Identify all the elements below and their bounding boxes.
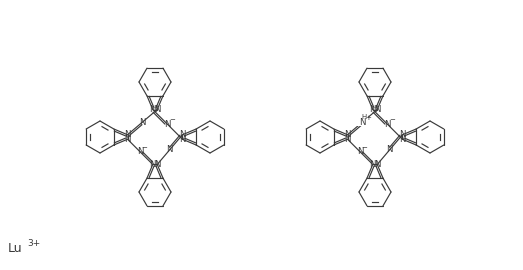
Text: N: N xyxy=(374,160,381,169)
Text: N: N xyxy=(154,160,161,169)
Text: N: N xyxy=(164,120,171,129)
Text: N: N xyxy=(386,145,393,154)
Text: N: N xyxy=(167,145,173,154)
Text: N: N xyxy=(344,135,351,144)
Text: N: N xyxy=(154,105,161,114)
Text: −: − xyxy=(389,117,395,123)
Text: N: N xyxy=(359,118,366,127)
Text: N: N xyxy=(399,135,406,144)
Text: N: N xyxy=(150,160,156,169)
Text: Lu: Lu xyxy=(8,241,22,255)
Bar xyxy=(356,117,368,126)
Text: N: N xyxy=(137,147,143,156)
Text: N: N xyxy=(384,120,391,129)
Text: −: − xyxy=(142,145,147,151)
Text: 3+: 3+ xyxy=(27,238,40,248)
Text: N: N xyxy=(124,135,131,144)
Text: N: N xyxy=(399,130,406,139)
Text: N: N xyxy=(359,118,366,127)
Text: N: N xyxy=(179,135,186,144)
Text: N: N xyxy=(124,130,131,139)
Text: N: N xyxy=(179,130,186,139)
Text: −: − xyxy=(362,145,368,151)
Text: −: − xyxy=(169,117,175,123)
Text: H: H xyxy=(362,114,367,120)
Text: N: N xyxy=(357,147,363,156)
Text: N: N xyxy=(139,118,145,127)
Text: N: N xyxy=(370,160,376,169)
Text: N: N xyxy=(374,105,381,114)
Text: +: + xyxy=(366,115,371,121)
Text: N: N xyxy=(344,130,351,139)
Text: N: N xyxy=(370,105,376,114)
Text: N: N xyxy=(150,105,156,114)
